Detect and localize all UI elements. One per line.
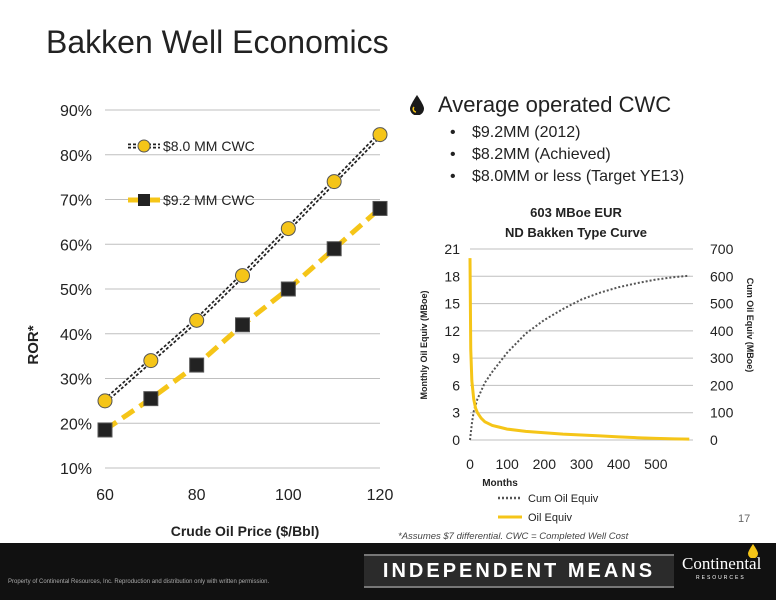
ror-y-tick-labels: 10% 20% 30% 40% 50% 60% 70% 80% 90% [60,103,92,478]
ror-legend: $8.0 MM CWC $9.2 MM CWC [128,138,255,208]
tc-y-tick-labels: 0 3 6 9 12 15 18 21 [444,241,460,448]
ror-point-8mm [97,393,113,409]
ror-point-92mm [280,281,296,297]
tc-x-tick: 500 [644,456,668,472]
ror-point-8mm [143,353,159,369]
type-curve-chart: 603 MBoe EUR ND Bakken Type Curve 0 3 6 9 12… [419,205,755,524]
ror-y-tick: 30% [60,372,92,389]
tc-y2-tick: 300 [710,350,734,366]
oil-drop-icon [410,95,424,115]
tc-y2-tick: 600 [710,268,734,284]
ror-y-tick: 80% [60,148,92,165]
ror-x-tick: 100 [275,487,302,504]
tc-y-tick: 21 [444,241,460,257]
bullet-item: $8.2MM (Achieved) [450,144,770,166]
bullet-list: $9.2MM (2012) $8.2MM (Achieved) $8.0MM o… [450,122,770,188]
ror-y-tick: 90% [60,103,92,120]
tc-gridlines [470,248,693,441]
tc-series-cum-oil-equiv [469,274,690,441]
tc-y2-axis-label: Cum Oil Equiv (MBoe) [745,278,755,373]
tc-y2-tick: 100 [710,405,734,421]
ror-point-8mm [372,127,388,143]
page-number: 17 [738,513,751,525]
tc-chart-subtitle: ND Bakken Type Curve [505,225,647,240]
tc-x-tick: 300 [570,456,594,472]
tc-y-tick: 9 [452,350,460,366]
tc-x-tick-labels: 0 100 200 300 400 500 [466,456,668,472]
tc-x-tick: 0 [466,456,474,472]
tc-y2-tick: 500 [710,296,734,312]
tc-y-axis-label: Monthly Oil Equiv (MBoe) [419,291,429,400]
legend-marker-8mm [137,139,151,153]
logo-name: Continental [682,554,762,573]
ror-y-tick: 20% [60,416,92,433]
bullet-main: Average operated CWC [410,92,770,118]
bullet-item: $9.2MM (2012) [450,122,770,144]
tc-y-tick: 3 [452,405,460,421]
tc-x-tick: 200 [533,456,557,472]
ror-y-tick: 10% [60,461,92,478]
tc-y-tick: 6 [452,377,460,393]
ror-point-8mm [189,312,205,328]
tc-legend-label-oe: Oil Equiv [528,512,573,524]
ror-x-axis-label: Crude Oil Price ($/Bbl) [171,523,320,539]
tc-y2-tick-labels: 0 100 200 300 400 500 600 700 [710,241,734,448]
ror-x-tick: 60 [96,487,114,504]
tc-legend: Cum Oil Equiv Oil Equiv [498,493,599,524]
ror-gridlines [105,109,380,469]
tc-y2-tick: 700 [710,241,734,257]
ror-y-tick: 60% [60,237,92,254]
bullet-item: $8.0MM or less (Target YE13) [450,166,770,188]
tc-legend-label-cum: Cum Oil Equiv [528,493,599,505]
ror-point-92mm [326,241,342,257]
tc-y-tick: 0 [452,432,460,448]
ror-series [97,127,388,438]
tc-chart-title: 603 MBoe EUR [530,205,622,220]
ror-point-92mm [189,357,205,373]
company-logo: Continental RESOURCES [682,544,772,592]
ror-x-tick-labels: 60 80 100 120 [96,487,393,504]
tc-y-tick: 12 [444,323,460,339]
ror-point-92mm [97,422,113,438]
copyright-text: Property of Continental Resources, Inc. … [8,579,270,585]
legend-label-92mm: $9.2 MM CWC [163,192,255,208]
tc-x-tick: 100 [495,456,519,472]
tc-series [468,258,690,441]
logo-sub: RESOURCES [696,575,746,581]
ror-point-92mm [143,391,159,407]
ror-x-tick: 80 [188,487,206,504]
slide-title: Bakken Well Economics [46,24,389,60]
tc-y2-tick: 400 [710,323,734,339]
legend-marker-92mm [138,194,150,206]
cwc-bullets: Average operated CWC $9.2MM (2012) $8.2M… [410,92,770,188]
ror-point-92mm [372,200,388,216]
ror-chart: 10% 20% 30% 40% 50% 60% 70% 80% 90% 60 80 100 120 $… [25,103,393,539]
ror-point-8mm [326,174,342,190]
ror-y-tick: 70% [60,193,92,210]
footnote: *Assumes $7 differential. CWC = Complete… [398,531,629,542]
tc-x-tick: 400 [607,456,631,472]
ror-x-tick: 120 [367,487,394,504]
ror-point-92mm [235,317,250,333]
ror-point-8mm [280,221,296,237]
bullet-main-text: Average operated CWC [438,92,672,117]
tc-y-tick: 18 [444,268,460,284]
ror-y-tick: 40% [60,327,92,344]
ror-y-axis-label: ROR* [25,325,42,364]
legend-label-8mm: $8.0 MM CWC [163,138,255,154]
footer-banner: INDEPENDENT MEANS [364,554,674,588]
tc-y-tick: 15 [444,296,460,312]
tc-y2-tick: 0 [710,432,718,448]
tc-y2-tick: 200 [710,377,734,393]
logo-drop-icon [748,544,758,558]
ror-point-8mm [235,268,250,284]
ror-y-tick: 50% [60,282,92,299]
tc-series-oil-equiv [468,258,690,441]
tc-x-axis-label: Months [482,478,518,489]
